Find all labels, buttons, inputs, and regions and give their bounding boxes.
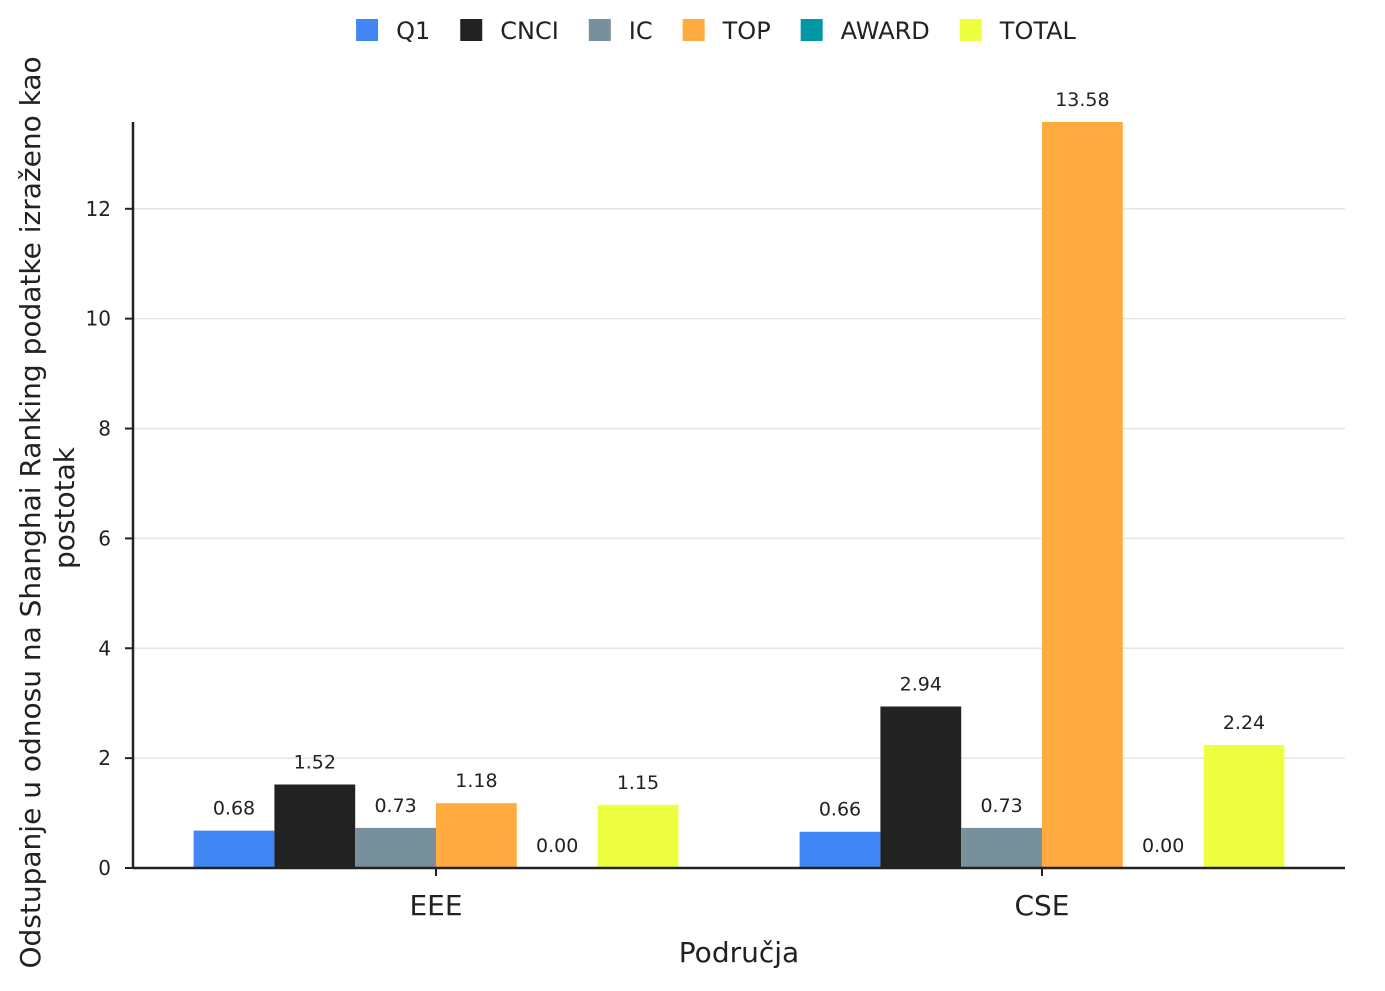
bar-total-eee bbox=[597, 804, 679, 868]
bar-top-cse bbox=[1042, 122, 1123, 868]
data-label: 0.73 bbox=[980, 795, 1022, 817]
legend: Q1 CNCI IC TOP AWARD TOTAL bbox=[356, 17, 1077, 45]
bar-q1-eee bbox=[193, 830, 275, 868]
y-axis-title: Odstupanje u odnosu na Shanghai Ranking … bbox=[14, 47, 81, 968]
x-category-label: EEE bbox=[409, 889, 462, 922]
data-label: 0.00 bbox=[1142, 835, 1184, 857]
bar-q1-cse bbox=[799, 831, 881, 868]
legend-label: CNCI bbox=[500, 17, 559, 45]
gridlines bbox=[133, 208, 1345, 759]
x-category-label: CSE bbox=[1014, 889, 1069, 922]
data-label: 0.66 bbox=[819, 799, 861, 821]
legend-swatch-total bbox=[959, 19, 982, 41]
data-label: 1.18 bbox=[455, 770, 497, 792]
legend-label: TOP bbox=[722, 17, 771, 45]
legend-swatch-cnci bbox=[460, 19, 483, 41]
y-tick-label: 2 bbox=[98, 746, 111, 770]
bar-top-eee bbox=[436, 803, 517, 868]
legend-label: TOTAL bbox=[999, 17, 1077, 45]
legend-label: Q1 bbox=[396, 17, 430, 45]
bar-ic-eee bbox=[355, 827, 436, 868]
data-label: 13.58 bbox=[1055, 89, 1109, 111]
data-label: 0.73 bbox=[374, 795, 416, 817]
data-label: 0.00 bbox=[536, 835, 578, 857]
y-tick-label: 6 bbox=[98, 526, 111, 550]
legend-swatch-top bbox=[682, 19, 705, 41]
bar-cnci-eee bbox=[274, 784, 356, 868]
data-label: 1.15 bbox=[617, 772, 659, 794]
y-tick-label: 12 bbox=[86, 197, 111, 221]
y-axis-title-line-2: postotak bbox=[48, 446, 81, 569]
bar-total-cse bbox=[1203, 744, 1285, 868]
legend-swatch-ic bbox=[588, 19, 611, 41]
x-axis-title: Područja bbox=[679, 936, 799, 969]
y-tick-label: 10 bbox=[86, 307, 111, 331]
data-label: 0.68 bbox=[213, 798, 255, 820]
y-tick-label: 8 bbox=[98, 417, 111, 441]
data-label: 2.94 bbox=[900, 673, 942, 695]
legend-swatch-award bbox=[800, 19, 823, 41]
data-labels: 0.68 1.52 0.73 1.18 0.00 1.15 0.66 2.94 0.73 13.5… bbox=[213, 89, 1265, 857]
y-tick-label: 4 bbox=[98, 636, 111, 660]
legend-swatch-q1 bbox=[356, 19, 379, 41]
legend-label: AWARD bbox=[841, 17, 930, 45]
bar-ic-cse bbox=[961, 827, 1042, 868]
data-label: 1.52 bbox=[294, 752, 336, 774]
legend-label: IC bbox=[629, 17, 653, 45]
data-label: 2.24 bbox=[1223, 712, 1265, 734]
bar-cnci-cse bbox=[880, 706, 962, 868]
axes bbox=[131, 122, 1345, 870]
y-axis-ticks: 0 2 4 6 8 10 12 bbox=[86, 197, 133, 880]
bars bbox=[193, 122, 1285, 868]
x-axis-categories: EEE CSE bbox=[409, 868, 1070, 922]
y-axis-title-line-1: Odstupanje u odnosu na Shanghai Ranking … bbox=[14, 56, 47, 968]
y-tick-label: 0 bbox=[98, 856, 111, 880]
